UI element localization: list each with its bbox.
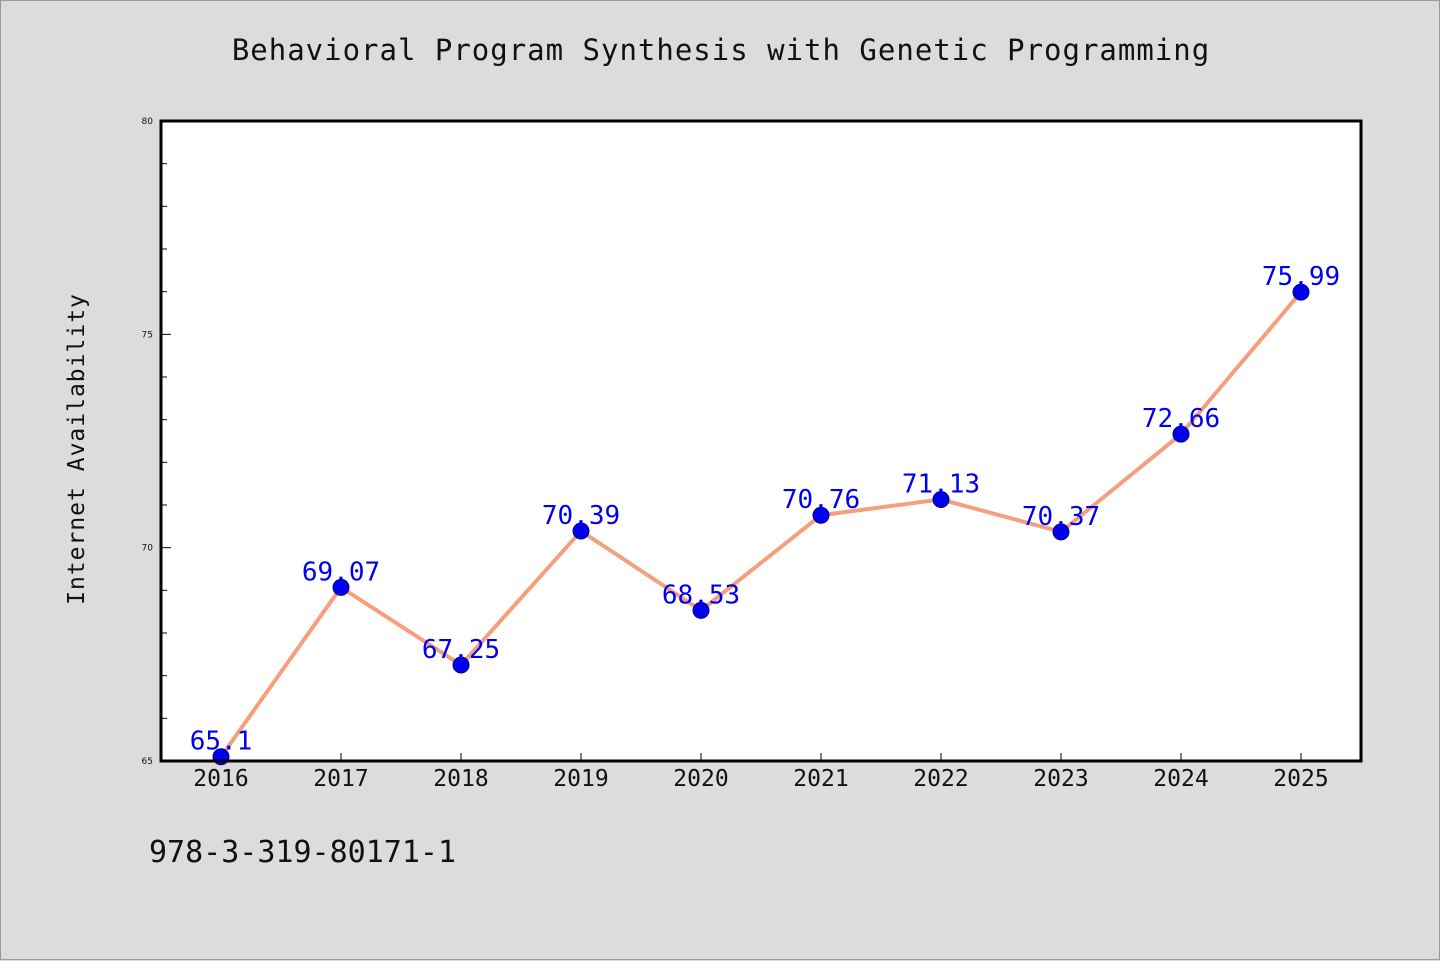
plot-frame	[159, 119, 1363, 763]
data-point	[1052, 523, 1070, 541]
y-tick-label: 80	[142, 117, 154, 127]
x-tick-label: 2022	[913, 766, 968, 792]
data-label: 68.53	[662, 580, 740, 610]
x-axis-ticks: 2016 2017 2018 2019 2020 2021 2022 2023 2024 2025	[193, 753, 1329, 792]
x-tick-label: 2023	[1033, 766, 1088, 792]
data-point	[1172, 425, 1190, 443]
data-point	[332, 578, 350, 596]
x-tick-label: 2019	[553, 766, 608, 792]
x-tick-label: 2025	[1273, 766, 1328, 792]
data-label: 70.76	[782, 485, 860, 515]
data-label: 65.1	[190, 727, 253, 757]
data-point	[452, 656, 470, 674]
data-point	[692, 601, 710, 619]
data-label: 70.39	[542, 501, 620, 531]
data-point	[932, 490, 950, 508]
data-label: 71.13	[902, 469, 980, 499]
data-label: 72.66	[1142, 404, 1220, 434]
x-tick-label: 2016	[193, 766, 248, 792]
y-tick-label: 65	[142, 757, 153, 767]
x-tick-label: 2017	[313, 766, 368, 792]
footnote-isbn: 978-3-319-80171-1	[149, 835, 457, 870]
data-label: 70.37	[1022, 502, 1100, 532]
x-tick-label: 2021	[793, 766, 848, 792]
series-line	[219, 290, 1303, 759]
x-tick-label: 2024	[1153, 766, 1208, 792]
data-point	[1292, 283, 1310, 301]
data-label: 75.99	[1262, 262, 1340, 292]
series-layer: 65.1 69.07 67.25 70.39 68.53 70.76 71.13 70.37 7…	[190, 262, 1340, 766]
x-tick-label: 2020	[673, 766, 728, 792]
chart-title: Behavioral Program Synthesis with Geneti…	[231, 33, 1211, 67]
plot-background	[161, 121, 1361, 761]
x-tick-label: 2018	[433, 766, 488, 792]
data-label: 67.25	[422, 635, 500, 665]
data-point	[812, 506, 830, 524]
data-label: 69.07	[302, 557, 380, 587]
data-point	[572, 522, 590, 540]
y-tick-label: 75	[142, 330, 153, 340]
y-tick-label: 70	[142, 544, 154, 554]
